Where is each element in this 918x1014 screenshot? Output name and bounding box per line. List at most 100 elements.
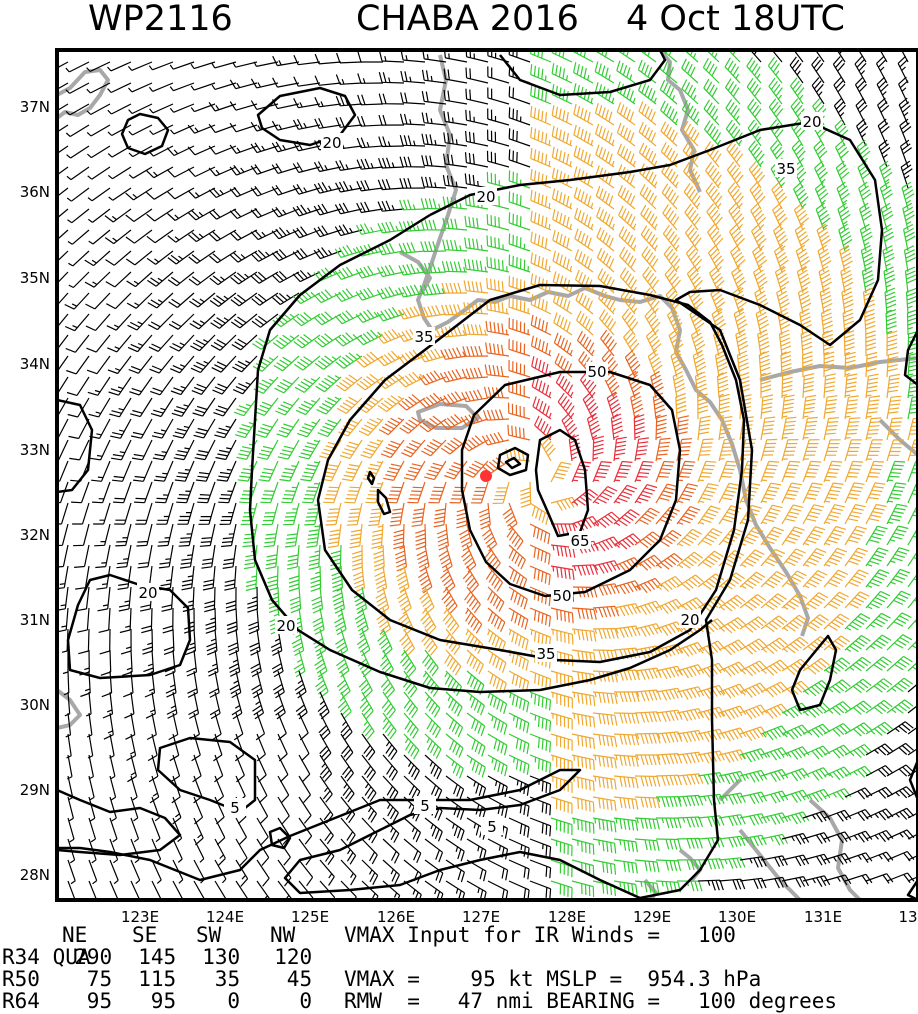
wind-barb [295, 397, 321, 416]
wind-barb [57, 418, 69, 440]
wind-barb [844, 569, 869, 588]
wind-barb [655, 437, 671, 462]
wind-barb [655, 665, 684, 680]
wind-barb [781, 548, 806, 567]
wind-barb [439, 369, 468, 383]
lon-label-131E: 131E [804, 908, 842, 924]
wind-barb [399, 628, 416, 657]
wind-barb [844, 591, 870, 609]
wind-barb [145, 691, 156, 719]
wind-barb [281, 481, 300, 504]
wind-barb [781, 439, 799, 462]
wind-barb [781, 768, 810, 782]
wind-barb [118, 586, 132, 612]
wind-barb [773, 244, 789, 273]
wind-barb [508, 50, 531, 63]
wind-barb [697, 528, 723, 546]
wind-barb [440, 347, 468, 360]
wind-barb [550, 607, 574, 624]
wind-barb [298, 733, 310, 762]
wind-barb [530, 147, 552, 168]
wind-barb [373, 544, 385, 572]
wind-barb [907, 854, 918, 861]
wind-barb [634, 775, 661, 787]
wind-barb [407, 481, 426, 504]
wind-barb [421, 438, 447, 457]
wind-barb [823, 525, 847, 546]
wind-barb [173, 439, 195, 461]
wind-barb [676, 794, 704, 807]
wind-barb [335, 160, 363, 171]
wind-barb [271, 184, 300, 196]
wind-barb [571, 712, 596, 728]
wind-barb [271, 163, 300, 174]
wind-barb [221, 523, 237, 548]
wind-barb [733, 307, 748, 336]
wind-barb [92, 481, 111, 504]
wind-barb [531, 356, 552, 378]
wind-barb [728, 202, 745, 231]
wind-barb [508, 107, 531, 126]
wind-barb [823, 809, 852, 822]
wind-barb [529, 817, 552, 837]
table-cell: 95 [150, 989, 177, 1013]
wind-barb [814, 50, 825, 63]
wind-barb [823, 852, 852, 865]
wind-barb [839, 244, 853, 273]
wind-barb [187, 187, 216, 199]
wind-barb [529, 523, 551, 545]
wind-barb [398, 284, 426, 298]
table-cell: 45 [286, 967, 313, 991]
wind-barb [219, 502, 237, 525]
wind-barb [844, 439, 862, 462]
wind-barb [130, 859, 141, 885]
wind-barb [760, 703, 789, 719]
wind-barb [634, 437, 649, 462]
wind-barb [332, 586, 345, 614]
wind-barb [879, 160, 893, 189]
wind-barb [214, 838, 226, 867]
wind-barb [781, 372, 793, 399]
wind-barb [382, 754, 398, 781]
wind-barb [739, 660, 768, 677]
wind-barb [760, 768, 789, 783]
lat-label-35N: 35N [20, 269, 50, 287]
wind-barb [442, 196, 468, 210]
wind-barb [613, 712, 640, 724]
wind-barb [94, 523, 111, 547]
wind-barb [68, 271, 90, 289]
wind-barb [334, 244, 363, 258]
wind-barb [186, 649, 198, 677]
wind-barb [571, 817, 595, 834]
wind-barb [751, 223, 767, 252]
wind-barb [357, 94, 384, 106]
contour-label-35: 35 [536, 645, 555, 663]
wind-barb [550, 796, 573, 814]
wind-barb [358, 670, 373, 699]
wind-barb [106, 292, 132, 310]
wind-barb [271, 120, 300, 131]
wind-barb [88, 796, 96, 822]
wind-barb [781, 811, 810, 825]
wind-barb [206, 628, 218, 656]
wind-barb [865, 417, 882, 441]
wind-barb [192, 397, 216, 417]
wind-barb [107, 334, 132, 353]
wind-barb [109, 796, 117, 822]
storm-name-year: CHABA 2016 [356, 0, 579, 39]
wind-barb [128, 82, 153, 93]
wind-barb [97, 586, 111, 612]
wind-barb [149, 124, 174, 136]
wind-barb [419, 305, 447, 318]
wind-barb [592, 754, 617, 769]
wind-barb [884, 287, 897, 315]
wind-barb [251, 292, 279, 306]
table-cell: 290 [74, 945, 113, 969]
wind-barb [781, 482, 802, 504]
wind-barb [739, 834, 767, 847]
wind-barb [218, 481, 237, 504]
wind-barb [634, 507, 660, 525]
wind-barb [823, 744, 852, 759]
wind-barb [634, 460, 654, 483]
wind-barb [359, 691, 374, 720]
